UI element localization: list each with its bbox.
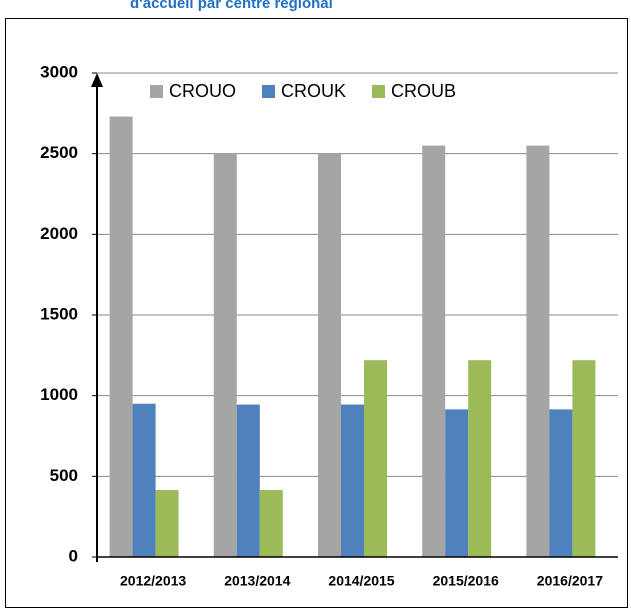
bar bbox=[318, 153, 341, 557]
bar bbox=[572, 360, 596, 557]
legend-label: CROUO bbox=[169, 81, 236, 101]
x-tick-label: 2014/2015 bbox=[328, 573, 394, 589]
bar bbox=[341, 404, 364, 557]
bar bbox=[468, 360, 492, 557]
legend-swatch bbox=[262, 85, 275, 98]
bar bbox=[213, 153, 237, 557]
bar bbox=[445, 409, 469, 557]
y-axis-arrow bbox=[91, 73, 103, 87]
bar bbox=[549, 409, 573, 557]
y-tick-label: 500 bbox=[50, 466, 78, 485]
legend-swatch bbox=[150, 85, 163, 98]
bar bbox=[236, 404, 260, 557]
chart-frame bbox=[5, 18, 628, 608]
bar bbox=[109, 116, 133, 557]
y-tick-label: 1500 bbox=[40, 304, 78, 323]
legend-label: CROUK bbox=[281, 81, 346, 101]
bar bbox=[155, 490, 179, 557]
y-tick-label: 3000 bbox=[40, 62, 78, 81]
legend-label: CROUB bbox=[391, 81, 456, 101]
x-tick-label: 2013/2014 bbox=[224, 573, 290, 589]
y-tick-label: 0 bbox=[69, 546, 78, 565]
y-tick-label: 2500 bbox=[40, 143, 78, 162]
x-tick-label: 2016/2017 bbox=[537, 573, 603, 589]
legend-swatch bbox=[372, 85, 386, 98]
bar bbox=[259, 490, 283, 557]
bar bbox=[132, 403, 156, 557]
bar bbox=[422, 145, 446, 557]
chart-title: d'accueil par centre régional bbox=[130, 0, 333, 12]
x-tick-label: 2012/2013 bbox=[120, 573, 186, 589]
bar bbox=[364, 360, 387, 557]
bar bbox=[526, 145, 550, 557]
x-tick-label: 2015/2016 bbox=[433, 573, 499, 589]
y-tick-label: 1000 bbox=[40, 385, 78, 404]
y-tick-label: 2000 bbox=[40, 224, 78, 243]
